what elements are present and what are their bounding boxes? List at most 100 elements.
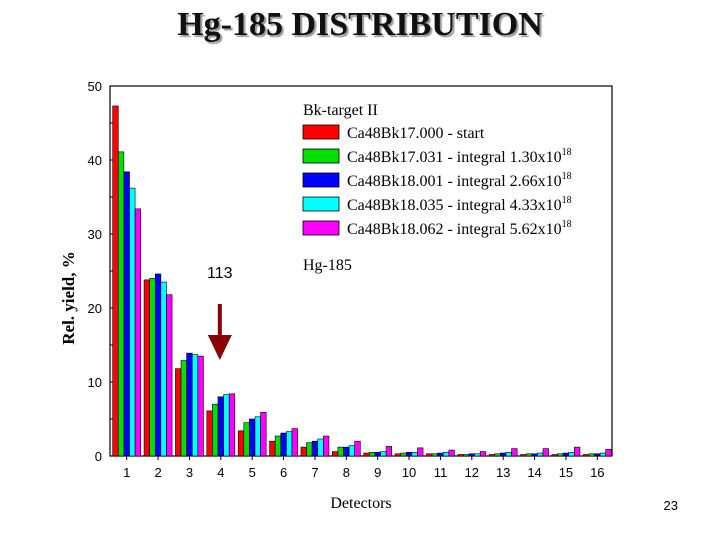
bar	[537, 452, 544, 457]
legend-label-sup: 18	[562, 171, 572, 182]
bar	[400, 452, 407, 457]
x-tick-label: 12	[465, 465, 479, 480]
bar	[149, 278, 156, 457]
bar	[175, 368, 182, 457]
bar	[605, 449, 612, 457]
slide-number: 23	[663, 498, 678, 513]
x-tick-label: 4	[217, 465, 224, 480]
x-tick-label: 6	[280, 465, 287, 480]
bar	[488, 454, 496, 457]
legend-label: Ca48Bk18.035 - integral 4.33x1018	[347, 195, 572, 214]
bar	[468, 453, 475, 457]
bar	[394, 453, 401, 457]
legend-label-sup: 18	[562, 147, 572, 158]
bar	[442, 451, 450, 457]
bar	[500, 452, 507, 457]
y-tick-label: 20	[88, 301, 102, 316]
bar	[117, 151, 125, 457]
bar	[223, 394, 230, 457]
x-tick-label: 9	[374, 465, 381, 480]
bar	[574, 446, 581, 457]
x-tick-label: 14	[527, 465, 541, 480]
bar	[505, 451, 512, 457]
bar	[291, 428, 298, 457]
bar	[385, 446, 392, 457]
x-tick-label: 15	[559, 465, 573, 480]
y-tick-label: 0	[95, 449, 102, 464]
legend-swatch	[302, 196, 340, 212]
bar	[280, 432, 287, 457]
bar	[426, 453, 433, 457]
bar	[260, 412, 267, 457]
bar	[306, 442, 313, 457]
bar	[191, 354, 199, 457]
x-axis-label: Detectors	[330, 495, 391, 512]
bar	[166, 294, 173, 457]
annotation-label: 113	[207, 265, 233, 282]
legend-swatch	[302, 172, 340, 188]
y-tick-label: 50	[88, 79, 102, 94]
bar	[363, 452, 370, 457]
bar	[129, 187, 136, 457]
y-tick-label: 40	[88, 153, 102, 168]
bar	[249, 418, 256, 457]
legend-swatch	[302, 124, 340, 140]
legend-label: Ca48Bk17.031 - integral 1.30x1018	[347, 147, 572, 166]
legend-label: Ca48Bk18.062 - integral 5.62x1018	[347, 219, 572, 238]
x-tick-label: 11	[434, 465, 448, 480]
y-axis-label: Rel. yield, %	[59, 251, 78, 345]
bar	[269, 440, 276, 457]
bar	[494, 453, 501, 457]
bar	[212, 403, 219, 457]
bar	[551, 454, 558, 457]
bar	[583, 454, 590, 457]
bar	[197, 355, 204, 457]
bar	[337, 446, 344, 457]
bar	[417, 447, 424, 457]
bar	[588, 453, 595, 457]
bar	[317, 438, 324, 457]
y-tick-label: 10	[88, 375, 102, 390]
legend-label-sup: 18	[562, 219, 572, 230]
bar	[525, 453, 533, 457]
bar	[448, 449, 455, 457]
bar	[557, 453, 564, 457]
x-tick-label: 16	[590, 465, 604, 480]
bar	[411, 451, 418, 457]
bar	[457, 454, 464, 457]
bar	[380, 451, 387, 457]
bar	[437, 452, 444, 457]
legend-title: Bk-target II	[303, 102, 378, 119]
bar	[228, 393, 236, 457]
legend-label-sup: 18	[562, 195, 572, 206]
bar	[160, 281, 167, 457]
x-tick-label: 3	[186, 465, 193, 480]
x-tick-label: 2	[154, 465, 161, 480]
bar	[479, 451, 487, 457]
bar	[354, 440, 361, 457]
legend-swatch	[302, 148, 340, 164]
bar	[323, 435, 330, 457]
bar	[343, 446, 350, 457]
legend-footer: Hg-185	[303, 257, 352, 274]
bar	[531, 453, 538, 457]
bar	[542, 448, 549, 457]
bar	[594, 453, 601, 457]
bar	[217, 396, 224, 457]
x-tick-label: 13	[496, 465, 510, 480]
bar	[123, 171, 130, 457]
bar	[520, 454, 527, 457]
bar	[562, 452, 570, 457]
bar	[348, 445, 356, 457]
x-tick-label: 10	[402, 465, 416, 480]
bar	[599, 452, 607, 457]
bar	[112, 105, 119, 457]
bar	[474, 453, 481, 457]
bar	[368, 451, 376, 457]
page-title: Hg-185 DISTRIBUTION	[177, 6, 543, 43]
y-tick-label: 30	[88, 227, 102, 242]
arrow-down-icon	[207, 335, 232, 360]
bar	[511, 448, 518, 457]
bar	[206, 410, 213, 457]
